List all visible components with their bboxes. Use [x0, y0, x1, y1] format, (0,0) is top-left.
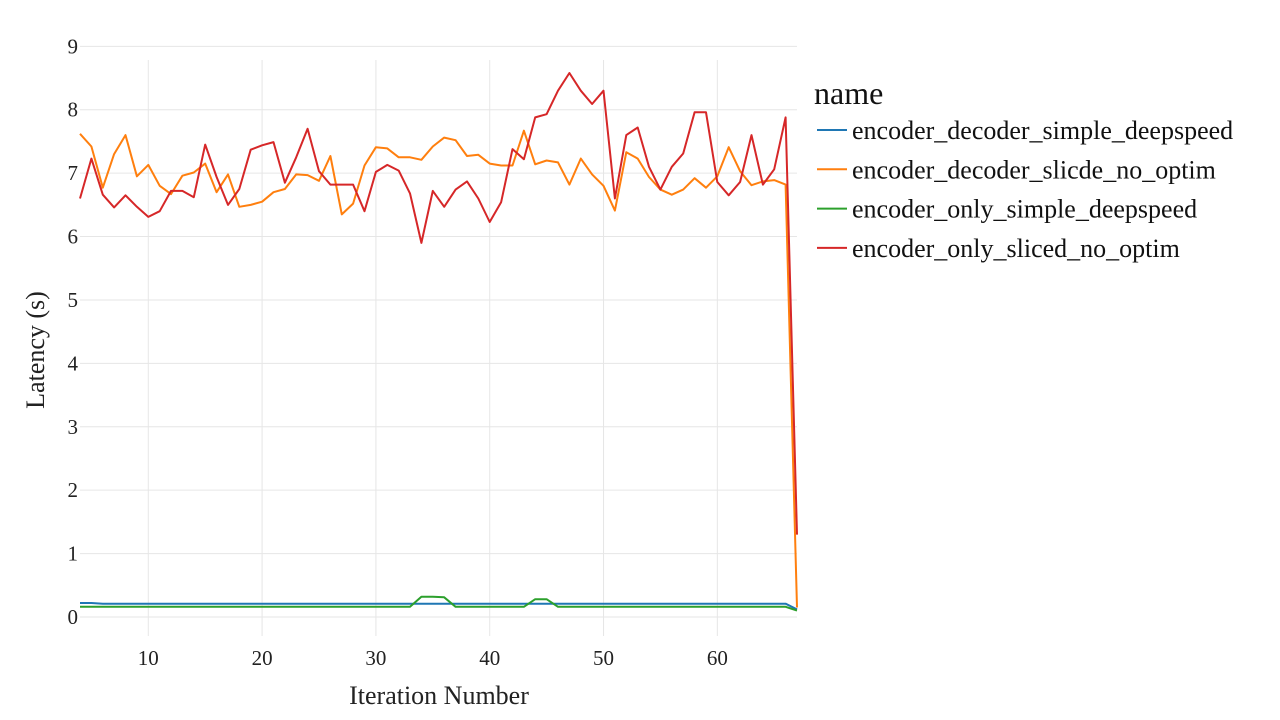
x-axis-title: Iteration Number	[349, 681, 529, 710]
legend-item-encoder_only_sliced_no_optim[interactable]: encoder_only_sliced_no_optim	[817, 234, 1180, 263]
series-line-encoder_decoder_slicde_no_optim	[79, 129, 798, 608]
legend-items: encoder_decoder_simple_deepspeed encoder_…	[817, 116, 1233, 263]
x-tick-label-60: 60	[707, 646, 728, 670]
y-tick-label-9: 9	[68, 34, 79, 58]
legend-label: encoder_only_sliced_no_optim	[852, 234, 1180, 263]
series-line-encoder_only_simple_deepspeed	[80, 595, 798, 612]
legend-item-encoder_decoder_simple_deepspeed[interactable]: encoder_decoder_simple_deepspeed	[817, 116, 1233, 145]
legend-label: encoder_decoder_simple_deepspeed	[852, 116, 1233, 145]
x-tick-label-50: 50	[593, 646, 614, 670]
legend-label: encoder_only_simple_deepspeed	[852, 195, 1197, 224]
x-tick-label-30: 30	[365, 646, 386, 670]
legend-item-encoder_decoder_slicde_no_optim[interactable]: encoder_decoder_slicde_no_optim	[817, 155, 1216, 184]
x-axis-ticks: 10 20 30 40 50 60	[138, 646, 728, 670]
y-tick-label-7: 7	[68, 161, 79, 185]
y-tick-label-3: 3	[68, 415, 79, 439]
x-tick-label-10: 10	[138, 646, 159, 670]
y-tick-label-4: 4	[68, 351, 79, 375]
y-tick-label-1: 1	[68, 542, 79, 566]
series-line-encoder_only_sliced_no_optim	[79, 72, 798, 535]
y-tick-label-6: 6	[68, 225, 79, 249]
legend-label: encoder_decoder_slicde_no_optim	[852, 155, 1216, 184]
y-tick-label-5: 5	[68, 288, 79, 312]
plot-area	[79, 72, 798, 612]
y-tick-label-8: 8	[68, 98, 79, 122]
legend-title: name	[814, 75, 883, 111]
legend: name encoder_decoder_simple_deepspeedenc…	[814, 75, 1233, 263]
x-tick-label-20: 20	[252, 646, 273, 670]
x-tick-label-40: 40	[479, 646, 500, 670]
y-axis-ticks: 0 1 2 3 4 5 6 7 8 9	[68, 34, 79, 629]
y-tick-label-2: 2	[68, 478, 79, 502]
y-tick-label-0: 0	[68, 605, 79, 629]
x-gridlines	[147, 60, 718, 636]
y-axis-title: Latency (s)	[21, 291, 50, 409]
series-line-encoder_decoder_simple_deepspeed	[80, 602, 798, 611]
legend-item-encoder_only_simple_deepspeed[interactable]: encoder_only_simple_deepspeed	[817, 195, 1197, 224]
